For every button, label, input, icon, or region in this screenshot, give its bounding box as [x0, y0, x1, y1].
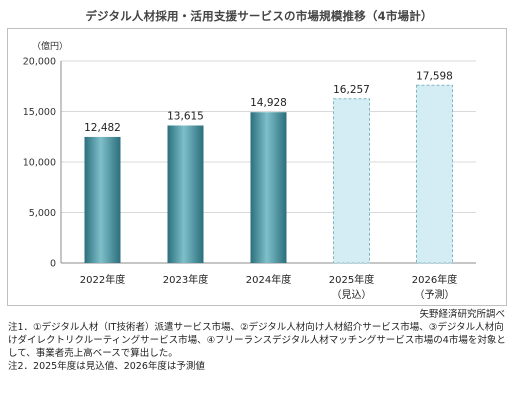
bar-2025年度	[333, 98, 370, 264]
y-tick-label: 15,000	[23, 107, 56, 118]
x-tick-sublabel: （見込）	[332, 289, 372, 301]
note-2: 注2．2025年度は見込値、2026年度は予測値	[8, 361, 205, 372]
x-tick-label: 2026年度	[412, 273, 457, 286]
data-label: 13,615	[167, 110, 204, 122]
y-tick-label: 5,000	[29, 208, 56, 219]
data-label: 12,482	[84, 122, 121, 134]
note-1: 注1．①デジタル人材（IT技術者）派遣サービス市場、②デジタル人材向け人材紹介サ…	[8, 322, 506, 359]
bar-chart: （億円） 0 5,000 10,000 15,000 20,000 12,482 2022年度…	[23, 40, 505, 320]
x-tick-label: 2022年度	[80, 273, 125, 286]
source-label: 矢野経済研究所調べ	[419, 308, 505, 320]
x-tick-label: 2025年度	[329, 273, 374, 286]
x-tick-label: 2024年度	[246, 273, 291, 286]
y-tick-label: 10,000	[23, 158, 56, 169]
bar-2024年度	[250, 112, 287, 263]
data-label: 14,928	[250, 97, 287, 109]
bar-2026年度	[416, 84, 453, 264]
chart-title: デジタル人材採用・活用支援サービスの市場規模推移（4市場計）	[85, 9, 433, 23]
chart-frame	[7, 28, 507, 306]
x-tick-sublabel: （予測）	[415, 288, 455, 301]
y-tick-label: 20,000	[23, 57, 56, 68]
bar-2022年度	[84, 136, 121, 263]
chart-notes: 注1．①デジタル人材（IT技術者）派遣サービス市場、②デジタル人材向け人材紹介サ…	[8, 321, 513, 373]
x-tick-label: 2023年度	[163, 273, 208, 286]
data-label: 16,257	[333, 84, 370, 96]
y-axis-unit: （億円）	[32, 40, 68, 52]
bar-2023年度	[167, 125, 204, 264]
y-tick-label: 0	[50, 259, 56, 270]
data-label: 17,598	[416, 70, 453, 82]
